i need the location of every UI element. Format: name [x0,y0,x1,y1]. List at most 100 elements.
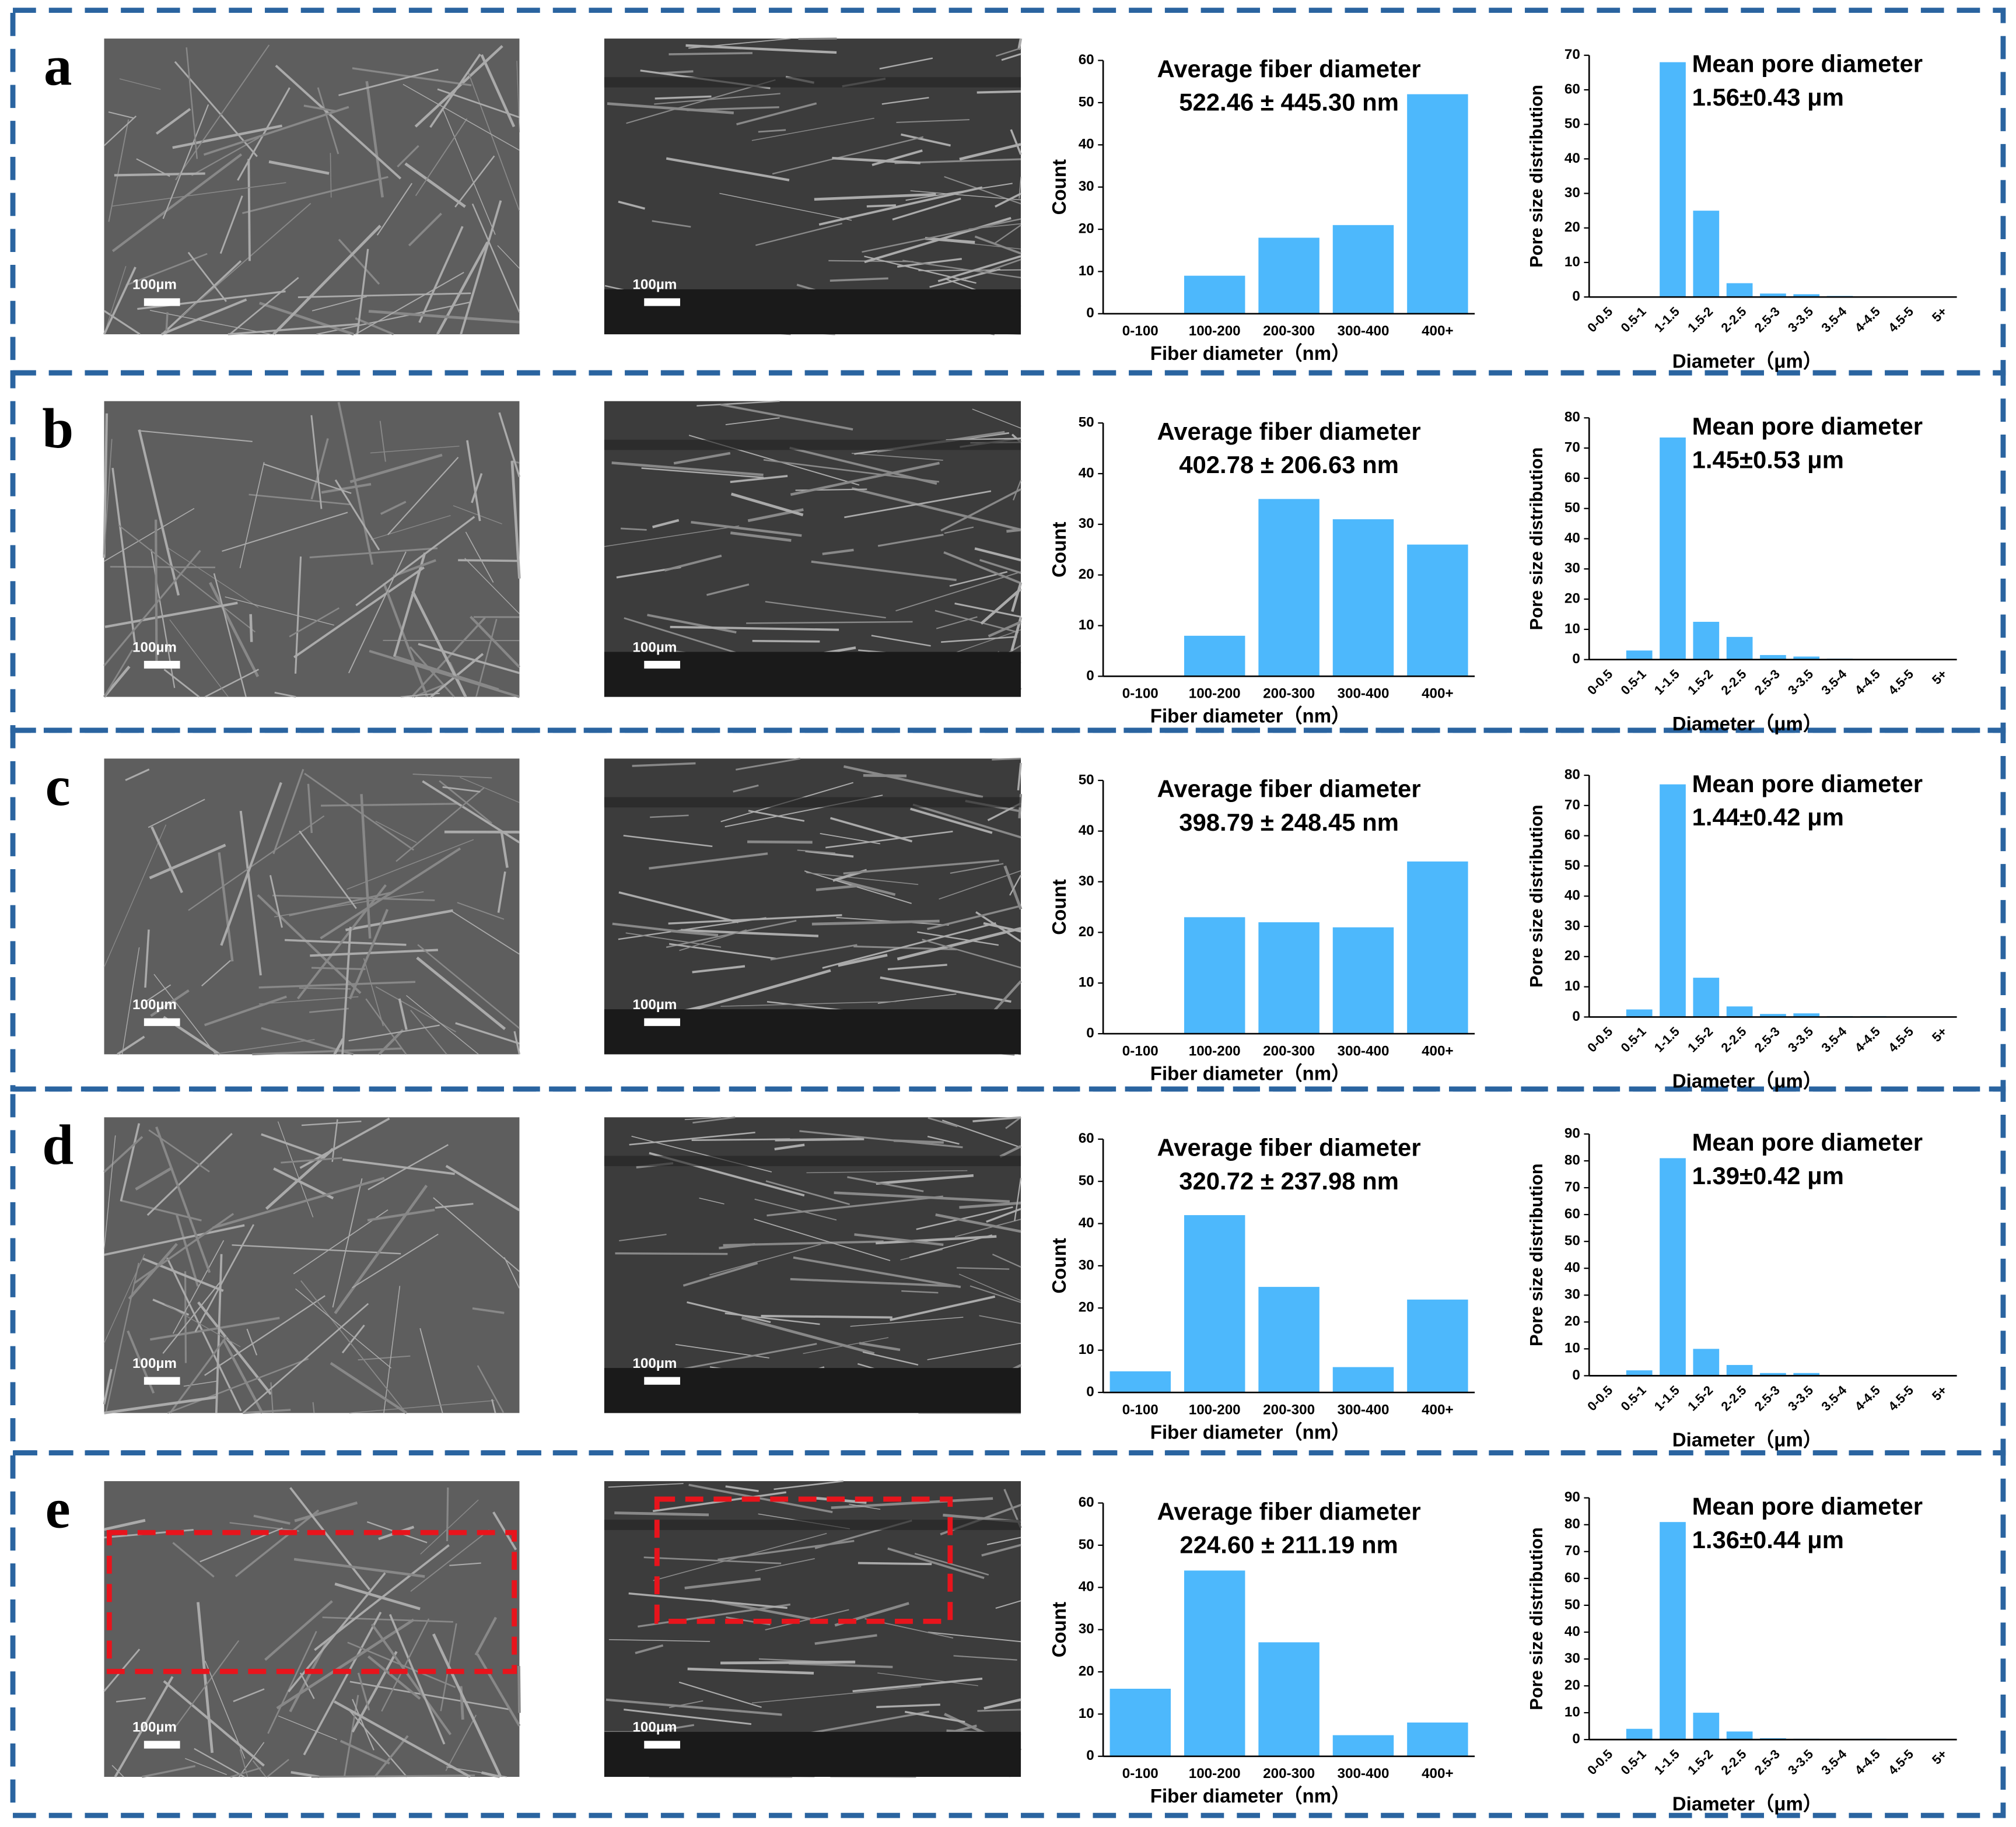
fiber [500,831,509,868]
fiber [995,192,1021,208]
fiber [304,772,414,851]
fiber [917,931,999,946]
y-tick-label: 30 [1079,1257,1094,1273]
fiber [904,1710,965,1723]
bar [1760,654,1786,660]
scale-bar [644,1377,680,1385]
fiber [150,1317,280,1341]
x-tick-label: 3-3.5 [1785,1382,1816,1413]
panel-frame [10,727,2006,1092]
panel-frame [10,1450,2006,1818]
fiber [909,1234,993,1258]
fiber [831,1497,993,1509]
fiber [465,531,494,583]
scale-bar [644,298,680,306]
scale-bar [144,660,180,669]
fiber [619,1234,667,1242]
fiber [218,852,234,962]
fiber [253,1514,290,1525]
fiber [1003,865,1023,910]
fiber [709,1244,821,1276]
fiber [843,859,999,875]
fiber [299,987,351,990]
fiber [849,1503,881,1510]
fiber [357,1672,370,1711]
scale-bar-label: 100µm [632,997,677,1013]
fiber [103,550,201,667]
y-tick-label: 20 [1079,220,1094,236]
fiber [375,986,456,1032]
fiber [299,830,357,909]
fiber [822,548,854,555]
fiber [402,83,520,151]
fiber [380,501,407,515]
fiber [751,117,874,141]
fiber [943,551,1021,584]
fiber [684,1577,761,1590]
x-tick-label: 5+ [1929,1746,1950,1767]
x-tick-label: 1.5-2 [1685,1024,1716,1055]
fiber [816,884,858,891]
fiber [981,1544,1021,1557]
fiber [117,1035,145,1055]
x-tick-label: 1.5-2 [1685,304,1716,335]
fiber [892,197,961,220]
y-tick-label: 60 [1079,1494,1094,1510]
y-tick-label: 20 [1564,1314,1580,1329]
fiber [606,1698,782,1716]
fiber [121,947,140,1055]
fiber [365,998,407,1055]
annotation: Mean pore diameter [1692,412,1923,440]
scale-bar-label: 100µm [132,1720,177,1735]
fiber [252,1047,402,1056]
fiber [972,1116,1021,1123]
x-tick-label: 400+ [1422,686,1454,702]
fiber [197,1602,214,1754]
x-tick-label: 300-400 [1338,323,1390,339]
fiber [188,815,325,911]
fiber [1001,53,1021,61]
bar [1258,499,1320,677]
fiber [662,1343,817,1374]
fiber [155,108,191,135]
y-tick-label: 40 [1564,1623,1580,1639]
fiber [959,143,1021,161]
panel-label: e [46,1478,71,1540]
x-tick-label: 200-300 [1263,1402,1315,1418]
annotation: 1.39±0.42 μm [1692,1162,1844,1189]
fiber [664,554,722,572]
fiber [272,225,382,335]
bar [1184,1570,1245,1756]
y-tick-label: 40 [1564,530,1580,546]
fiber [321,803,458,807]
bar [1793,1013,1820,1017]
fiber [758,129,786,133]
fiber [376,183,413,236]
fiber [754,1218,891,1261]
y-tick-label: 70 [1564,797,1580,813]
x-tick-label: 0-100 [1122,323,1158,339]
annotation: 224.60 ± 211.19 nm [1180,1531,1398,1559]
fiber [910,190,1021,201]
bar [1332,927,1394,1034]
fiber [460,200,502,335]
fiber [300,1280,407,1413]
fiber [668,1700,704,1709]
fiber [334,479,380,551]
fiber [513,1031,521,1055]
fiber [652,220,691,228]
fiber [638,1603,791,1628]
fiber [332,1178,363,1308]
x-tick-label: 100-200 [1189,323,1241,339]
fiber [720,403,853,430]
fiber [977,1709,1021,1712]
scale-bar [644,1741,680,1749]
fiber [766,1195,943,1217]
fiber [480,54,516,128]
x-tick-label: 0-100 [1122,686,1158,702]
fiber [838,954,888,967]
x-tick-label: 100-200 [1189,686,1241,702]
fiber [730,492,804,517]
fiber [111,182,286,207]
fiber [103,413,108,558]
